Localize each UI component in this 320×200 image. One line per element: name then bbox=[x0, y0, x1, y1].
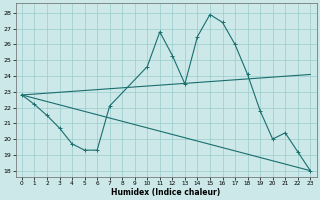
X-axis label: Humidex (Indice chaleur): Humidex (Indice chaleur) bbox=[111, 188, 221, 197]
